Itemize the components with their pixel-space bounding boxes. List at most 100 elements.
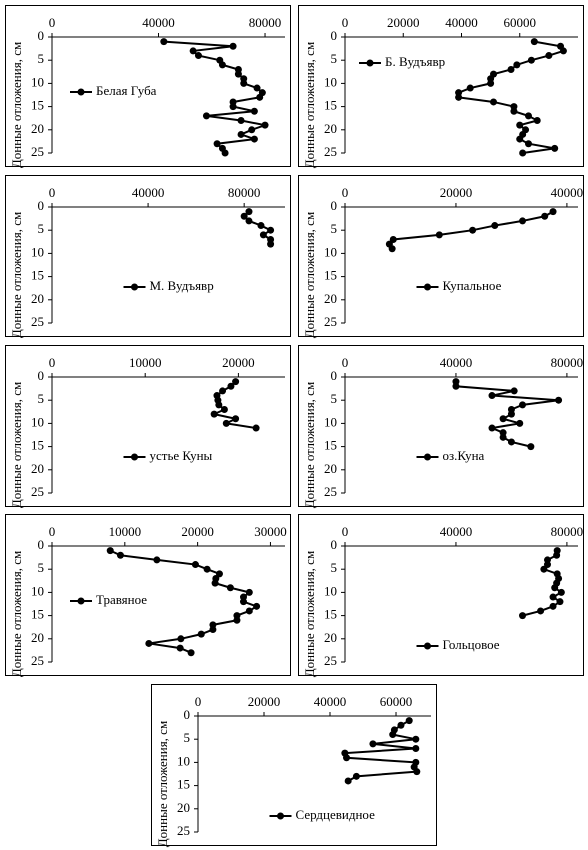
legend-label: Белая Губа	[96, 83, 157, 98]
data-point	[233, 616, 241, 624]
y-tick-label: 15	[177, 777, 190, 792]
data-point	[234, 70, 242, 78]
chart-panel: 0 10000 20000 30000 0 5 10 15 20 25 Донные отложен…	[5, 514, 291, 677]
data-point	[556, 598, 564, 606]
data-point	[541, 212, 549, 220]
data-point	[252, 424, 260, 432]
data-point	[209, 626, 217, 634]
panel-frame	[298, 345, 584, 507]
data-point	[545, 52, 553, 60]
data-point	[253, 602, 261, 610]
y-tick-label: 5	[38, 391, 45, 406]
data-point	[226, 584, 234, 592]
x-tick-label: 20000	[181, 524, 214, 539]
legend-label: Гольцовое	[443, 637, 500, 652]
data-point	[369, 740, 377, 748]
data-point	[250, 107, 258, 115]
data-point	[413, 768, 421, 776]
x-tick-label: 0	[342, 185, 349, 200]
data-point	[261, 121, 269, 129]
data-point	[106, 547, 114, 555]
data-point	[187, 649, 195, 657]
y-tick-label: 20	[31, 291, 44, 306]
panel-frame	[5, 175, 291, 337]
x-tick-label: 20000	[248, 694, 281, 709]
data-point	[519, 612, 527, 620]
data-point	[250, 135, 258, 143]
data-point	[388, 245, 396, 253]
data-point	[239, 598, 247, 606]
data-point	[519, 149, 527, 157]
x-tick-label: 80000	[249, 15, 282, 30]
data-point	[232, 415, 240, 423]
data-point	[240, 79, 248, 87]
x-tick-label: 0	[49, 15, 56, 30]
y-tick-label: 10	[324, 414, 337, 429]
y-tick-label: 0	[331, 537, 338, 552]
data-point	[555, 396, 563, 404]
x-tick-label: 40000	[445, 15, 478, 30]
chart-panel: 0 10000 20000 0 5 10 15 20 25 Донные отложения, с…	[5, 345, 291, 508]
chart-panel: 0 40000 80000 0 5 10 15 20 25 Донные отложения, с…	[5, 175, 291, 338]
data-point	[203, 565, 211, 573]
data-point	[516, 419, 524, 427]
x-tick-label: 0	[49, 355, 56, 370]
data-point	[487, 79, 495, 87]
data-point	[229, 42, 237, 50]
y-tick-label: 5	[331, 221, 338, 236]
data-point	[344, 777, 352, 785]
data-point	[499, 433, 507, 441]
panel-frame	[5, 5, 291, 167]
x-tick-label: 10000	[109, 524, 142, 539]
x-tick-label: 40000	[314, 694, 347, 709]
y-tick-label: 5	[331, 560, 338, 575]
y-tick-label: 20	[31, 121, 44, 136]
data-line	[454, 381, 559, 448]
data-point	[551, 144, 559, 152]
y-axis-title: Донные отложения, см	[155, 721, 170, 847]
data-point	[452, 382, 460, 390]
x-tick-label: 20000	[440, 185, 473, 200]
data-point	[218, 61, 226, 69]
y-tick-label: 15	[324, 607, 337, 622]
legend-label: М. Вудъявр	[150, 278, 214, 293]
y-tick-label: 0	[38, 368, 45, 383]
data-point	[176, 644, 184, 652]
y-axis-title: Донные отложения, см	[9, 382, 24, 508]
data-point	[527, 443, 535, 451]
y-tick-label: 0	[331, 198, 338, 213]
x-tick-label: 80000	[228, 185, 261, 200]
data-point	[116, 551, 124, 559]
x-tick-label: 0	[49, 185, 56, 200]
x-tick-label: 60000	[504, 15, 537, 30]
x-tick-label: 0	[342, 524, 349, 539]
y-tick-label: 20	[31, 461, 44, 476]
data-point	[491, 222, 499, 230]
y-tick-label: 20	[177, 800, 190, 815]
panel-frame	[298, 514, 584, 676]
data-point	[213, 140, 221, 148]
y-tick-label: 5	[38, 560, 45, 575]
y-tick-label: 10	[31, 414, 44, 429]
legend-marker	[424, 283, 431, 291]
data-line	[242, 210, 273, 245]
data-point	[559, 47, 567, 55]
chart-panel: 0 20000 40000 60000 0 5 10 15 20 25 Донные отложен…	[298, 5, 584, 168]
data-point	[215, 401, 223, 409]
data-point	[189, 47, 197, 55]
y-tick-label: 15	[31, 98, 44, 113]
y-tick-label: 0	[38, 198, 45, 213]
data-point	[202, 112, 210, 120]
y-tick-label: 5	[331, 391, 338, 406]
data-point	[533, 117, 541, 125]
data-point	[469, 226, 477, 234]
y-tick-label: 25	[324, 314, 337, 329]
data-point	[245, 208, 253, 216]
y-tick-label: 10	[31, 583, 44, 598]
data-point	[245, 607, 253, 615]
data-point	[177, 635, 185, 643]
data-point	[510, 107, 518, 115]
data-point	[557, 588, 565, 596]
legend-label: Б. Вудъявр	[385, 54, 445, 69]
